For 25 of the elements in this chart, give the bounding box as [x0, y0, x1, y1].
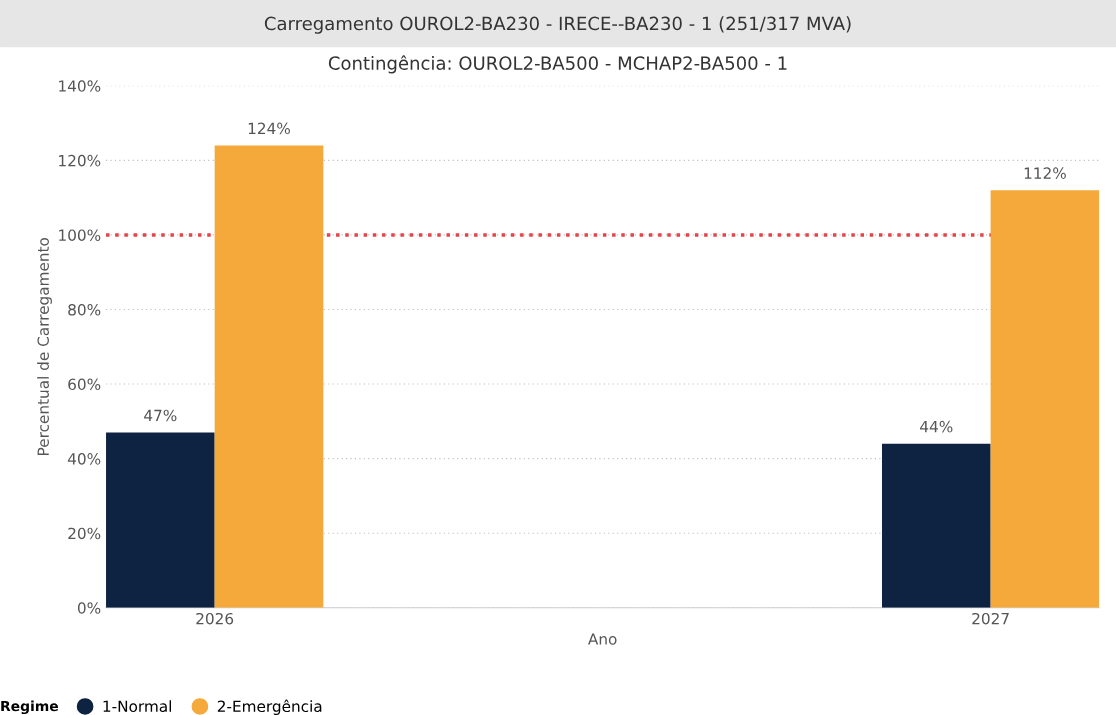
- x-axis-title: Ano: [588, 633, 617, 645]
- x-tick-label: 2026: [196, 612, 234, 625]
- legend-title: Regime: [1, 700, 59, 715]
- y-tick-label: 140%: [59, 80, 101, 92]
- bar: [990, 190, 1100, 608]
- bar: [214, 145, 324, 608]
- y-tick-label: 0%: [77, 602, 101, 614]
- data-label: 44%: [920, 420, 953, 433]
- legend-label: 2-Emergência: [217, 699, 322, 715]
- data-label: 124%: [248, 122, 290, 135]
- y-axis-title: Percentual de Carregamento: [37, 237, 52, 455]
- bar: [881, 443, 991, 608]
- chart-subtitle: Contingência: OUROL2-BA500 - MCHAP2-BA500 - 1: [328, 55, 787, 74]
- y-tick-label: 60%: [68, 378, 101, 391]
- y-tick-label: 80%: [68, 303, 101, 316]
- y-tick-label: 40%: [67, 453, 101, 465]
- data-label: 112%: [1024, 167, 1066, 179]
- data-label: 47%: [144, 409, 177, 422]
- y-tick-label: 120%: [59, 154, 101, 167]
- x-tick-label: 2027: [972, 612, 1009, 625]
- chart-title: Carregamento OUROL2-BA230 - IRECE--BA230 - 1 (251/317 MVA): [264, 16, 851, 34]
- y-tick-label: 20%: [68, 527, 101, 540]
- y-tick-label: 100%: [59, 229, 101, 241]
- legend-label: 1-Normal: [103, 700, 171, 713]
- bar: [106, 432, 215, 608]
